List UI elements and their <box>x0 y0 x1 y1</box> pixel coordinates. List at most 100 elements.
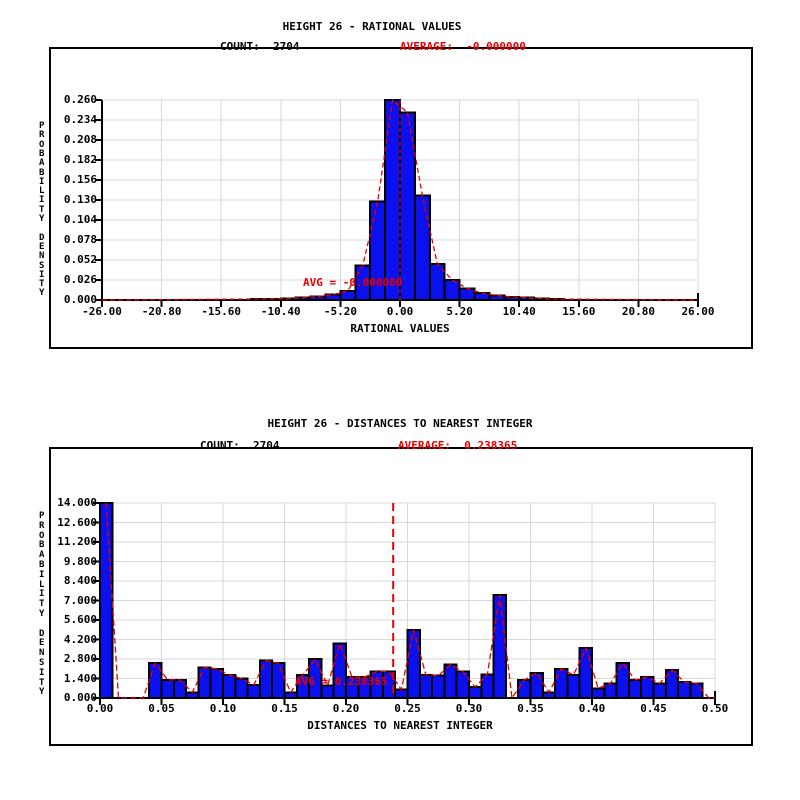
histogram-bar <box>615 662 630 700</box>
y-axis-title-letter: T <box>39 599 45 610</box>
histogram-bar <box>160 678 175 700</box>
y-axis-title-letter: B <box>39 560 45 570</box>
count-label: COUNT: 2704 <box>220 40 300 53</box>
y-axis-title-letter: E <box>39 241 45 252</box>
y-tick-label: 0.234 <box>63 113 97 126</box>
x-tick-label: 0.20 <box>332 702 360 715</box>
x-tick-label: 26.00 <box>681 305 715 318</box>
x-tick-label: 10.40 <box>502 305 536 318</box>
histogram-bar <box>554 667 569 699</box>
x-tick-label: -5.20 <box>323 305 357 318</box>
avg-annotation: AVG = -0.000000 <box>303 276 403 289</box>
x-tick-label: 0.10 <box>209 702 237 715</box>
y-axis-title-letter: N <box>39 648 45 659</box>
y-axis-title-letter: I <box>39 195 45 206</box>
y-axis-title-letter: O <box>39 139 45 150</box>
y-tick-label: 11.200 <box>57 535 97 548</box>
y-axis-title-letter: S <box>39 260 45 271</box>
x-axis-title: DISTANCES TO NEAREST INTEGER <box>307 719 493 732</box>
y-axis-title-letter: O <box>39 530 45 541</box>
histogram-bar <box>652 682 667 699</box>
y-axis-title-letter: A <box>39 550 45 561</box>
x-tick-label: 0.50 <box>701 702 729 715</box>
y-axis-title-letter: D <box>39 628 45 639</box>
y-tick-label: 12.600 <box>57 515 97 529</box>
y-axis-title-letter: I <box>39 269 45 280</box>
histogram-bar <box>222 674 237 700</box>
histogram-bar <box>458 287 476 302</box>
y-tick-label: 0.052 <box>63 253 97 266</box>
y-axis-title-letter: T <box>39 204 45 215</box>
histogram-bar <box>172 678 188 700</box>
histogram-bar <box>627 678 643 700</box>
y-tick-label: 0.182 <box>63 153 97 166</box>
x-tick-label: -10.40 <box>260 305 301 318</box>
x-tick-label: -26.00 <box>82 305 122 318</box>
y-tick-label: 5.600 <box>63 613 97 626</box>
histogram-bar <box>468 685 483 699</box>
y-tick-label: 1.400 <box>63 671 97 685</box>
histogram-bar <box>640 676 655 699</box>
y-axis-title-letter: N <box>39 251 45 262</box>
x-tick-label: 20.80 <box>621 305 655 318</box>
x-tick-label: 0.40 <box>578 702 606 715</box>
x-tick-label: 5.20 <box>446 305 473 318</box>
y-tick-label: 0.208 <box>63 133 97 146</box>
y-tick-label: 0.000 <box>63 691 97 704</box>
histogram-bar <box>406 628 421 699</box>
y-axis-title-letter: E <box>39 638 45 649</box>
x-tick-label: -20.80 <box>141 305 182 318</box>
y-axis-title-letter: Y <box>39 687 45 698</box>
histogram-bar <box>603 682 618 699</box>
x-tick-label: 0.15 <box>271 702 298 715</box>
histogram-bar <box>258 659 274 700</box>
density-curve <box>105 502 715 700</box>
y-tick-label: 0.104 <box>63 213 97 226</box>
histogram-bar <box>480 673 495 699</box>
chart-title: HEIGHT 26 - DISTANCES TO NEAREST INTEGER <box>267 417 533 430</box>
histogram-bar <box>99 502 114 699</box>
y-tick-label: 7.000 <box>63 593 97 607</box>
histogram-bar <box>529 671 544 700</box>
x-tick-label: 0.25 <box>394 702 421 715</box>
y-axis-title-letter: I <box>39 667 45 678</box>
chart-title: HEIGHT 26 - RATIONAL VALUES <box>282 20 462 33</box>
y-axis-title-letter: I <box>39 176 45 187</box>
histogram-bar <box>209 667 224 699</box>
histogram-bar <box>443 663 458 699</box>
histogram-bar <box>308 658 323 699</box>
y-tick-label: 0.026 <box>63 273 97 286</box>
histogram-bar <box>566 674 581 700</box>
y-axis-title-letter: B <box>39 148 45 159</box>
histogram-bar <box>492 593 507 700</box>
x-tick-label: 0.05 <box>148 702 175 715</box>
y-tick-label: 2.800 <box>63 652 97 665</box>
y-axis-title-letter: B <box>39 540 45 551</box>
histogram-bar <box>197 666 212 699</box>
x-tick-label: 0.30 <box>455 702 483 715</box>
histogram-bar <box>381 670 397 699</box>
y-axis-title-letter: Y <box>39 609 45 619</box>
y-axis-title-letter: L <box>39 579 45 590</box>
y-tick-label: 4.200 <box>63 632 97 646</box>
x-tick-label: 0.35 <box>517 702 544 715</box>
histogram-bar <box>332 642 348 700</box>
y-axis-title-letter: P <box>39 511 45 521</box>
y-tick-label: 9.800 <box>63 554 97 568</box>
histogram-bar <box>517 678 532 700</box>
y-axis-title-letter: L <box>39 186 45 197</box>
average-label: AVERAGE: 0.238365 <box>398 439 518 452</box>
x-axis-title: RATIONAL VALUES <box>350 322 450 335</box>
y-axis-title-letter: P <box>39 121 45 131</box>
y-axis-title-letter: R <box>39 130 45 141</box>
y-axis-title-letter: I <box>39 569 45 580</box>
histogram-bar <box>578 646 594 699</box>
histogram-bar <box>246 683 261 700</box>
average-label: AVERAGE: -0.000000 <box>400 40 526 53</box>
y-tick-label: 0.078 <box>63 233 97 246</box>
count-label: COUNT: 2704 <box>200 439 280 452</box>
y-axis-title-letter: R <box>39 520 45 531</box>
y-tick-label: 14.000 <box>57 496 97 509</box>
histogram-bar <box>591 687 606 699</box>
